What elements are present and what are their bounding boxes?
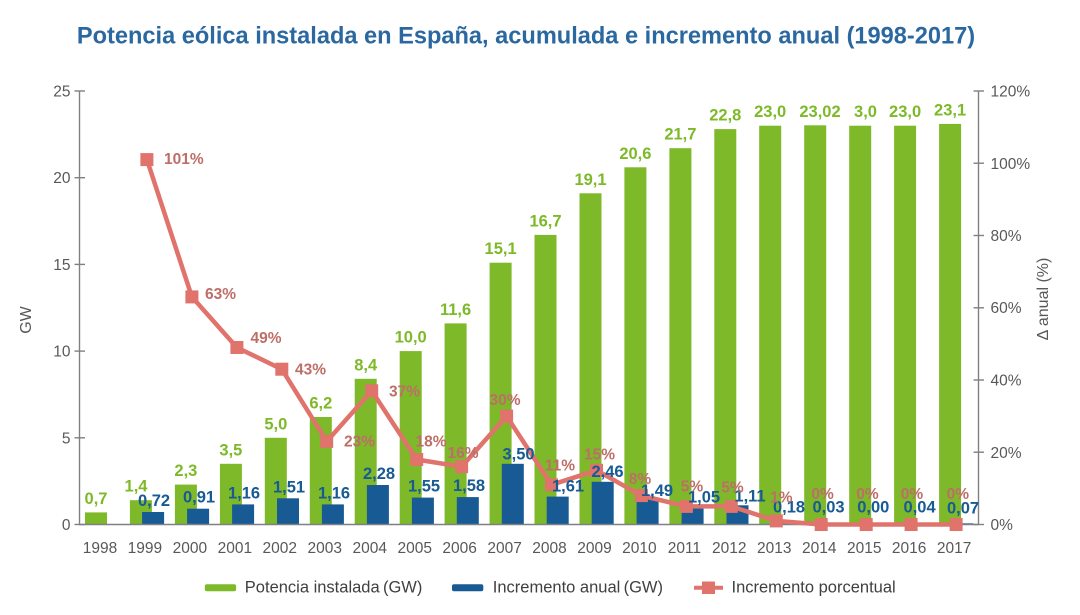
svg-text:0,72: 0,72: [138, 492, 170, 510]
svg-text:8%: 8%: [629, 471, 652, 488]
svg-text:15: 15: [53, 257, 70, 274]
svg-text:10,0: 10,0: [395, 329, 427, 347]
svg-text:37%: 37%: [389, 384, 420, 401]
svg-text:2010: 2010: [622, 540, 657, 557]
svg-text:49%: 49%: [251, 330, 282, 347]
svg-text:1,05: 1,05: [688, 489, 720, 507]
svg-text:23%: 23%: [344, 434, 375, 451]
svg-text:2017: 2017: [937, 540, 971, 557]
svg-text:100%: 100%: [991, 156, 1031, 173]
svg-text:3,0: 3,0: [854, 103, 877, 121]
svg-text:Potencia instalada (GW): Potencia instalada (GW): [245, 578, 423, 596]
svg-text:Incremento porcentual: Incremento porcentual: [732, 578, 896, 596]
svg-text:2016: 2016: [892, 540, 926, 557]
svg-text:23,0: 23,0: [754, 103, 786, 121]
svg-text:1,16: 1,16: [228, 485, 260, 503]
svg-text:1,4: 1,4: [125, 478, 149, 496]
svg-text:40%: 40%: [991, 373, 1022, 390]
svg-text:1%: 1%: [770, 490, 793, 507]
svg-text:80%: 80%: [991, 228, 1022, 245]
svg-text:1,16: 1,16: [318, 485, 350, 503]
svg-text:2002: 2002: [263, 540, 297, 557]
svg-text:23,0: 23,0: [889, 103, 921, 121]
svg-text:2007: 2007: [487, 540, 521, 557]
svg-text:2005: 2005: [397, 540, 431, 557]
svg-text:23,1: 23,1: [934, 101, 966, 119]
svg-text:16,7: 16,7: [529, 212, 561, 230]
svg-text:43%: 43%: [295, 362, 326, 379]
svg-text:15,1: 15,1: [485, 240, 517, 258]
svg-text:8,4: 8,4: [354, 356, 378, 374]
svg-text:23,02: 23,02: [799, 103, 840, 121]
svg-text:0,7: 0,7: [85, 490, 108, 508]
svg-text:120%: 120%: [991, 84, 1031, 101]
svg-text:GW: GW: [18, 305, 35, 333]
svg-text:18%: 18%: [415, 434, 446, 451]
svg-text:5%: 5%: [681, 479, 704, 496]
svg-text:2000: 2000: [173, 540, 208, 557]
svg-text:Potencia eólica instalada en E: Potencia eólica instalada en España, acu…: [77, 24, 975, 50]
svg-text:0%: 0%: [856, 486, 879, 503]
svg-text:20,6: 20,6: [619, 145, 651, 163]
svg-text:0%: 0%: [991, 517, 1014, 534]
svg-text:101%: 101%: [164, 151, 204, 168]
svg-text:2013: 2013: [757, 540, 791, 557]
svg-text:20: 20: [53, 170, 71, 187]
svg-text:2014: 2014: [802, 540, 837, 557]
svg-text:5%: 5%: [721, 480, 744, 497]
svg-text:2003: 2003: [308, 540, 342, 557]
svg-text:2008: 2008: [532, 540, 566, 557]
svg-text:11%: 11%: [545, 458, 575, 475]
svg-text:2,28: 2,28: [363, 465, 395, 483]
svg-text:0,07: 0,07: [947, 500, 979, 518]
svg-text:60%: 60%: [991, 300, 1022, 317]
svg-text:2009: 2009: [577, 540, 611, 557]
svg-text:2015: 2015: [847, 540, 881, 557]
svg-text:2004: 2004: [352, 540, 387, 557]
svg-text:19,1: 19,1: [574, 171, 606, 189]
svg-text:1,58: 1,58: [453, 477, 485, 495]
svg-text:2001: 2001: [218, 540, 252, 557]
svg-text:0%: 0%: [901, 486, 924, 503]
svg-text:0%: 0%: [947, 486, 970, 503]
svg-text:1,55: 1,55: [408, 478, 440, 496]
svg-text:1,49: 1,49: [641, 482, 673, 500]
svg-text:0,00: 0,00: [857, 499, 889, 517]
svg-text:0,18: 0,18: [773, 499, 805, 517]
svg-text:2012: 2012: [712, 540, 746, 557]
svg-text:1998: 1998: [83, 540, 117, 557]
svg-text:1,51: 1,51: [273, 479, 305, 497]
svg-text:22,8: 22,8: [709, 107, 741, 125]
svg-text:2,3: 2,3: [174, 462, 197, 480]
svg-text:1999: 1999: [128, 540, 162, 557]
svg-text:3,5: 3,5: [219, 441, 242, 459]
svg-text:2006: 2006: [442, 540, 476, 557]
svg-text:3,50: 3,50: [502, 446, 534, 464]
svg-text:25: 25: [53, 84, 70, 101]
svg-text:0,04: 0,04: [904, 499, 937, 517]
svg-text:16%: 16%: [447, 445, 478, 462]
svg-text:2,46: 2,46: [591, 463, 623, 481]
svg-text:21,7: 21,7: [664, 126, 696, 144]
svg-text:Δ anual (%): Δ anual (%): [1035, 258, 1052, 341]
svg-text:Incremento anual (GW): Incremento anual (GW): [493, 578, 663, 596]
svg-text:10: 10: [53, 344, 71, 361]
svg-text:5,0: 5,0: [264, 415, 287, 433]
svg-text:0,03: 0,03: [812, 499, 844, 517]
svg-text:1,61: 1,61: [552, 478, 584, 496]
svg-text:20%: 20%: [991, 445, 1022, 462]
svg-text:63%: 63%: [205, 286, 236, 303]
svg-text:30%: 30%: [489, 392, 520, 409]
svg-text:5: 5: [62, 430, 71, 447]
svg-text:6,2: 6,2: [309, 395, 332, 413]
svg-text:0,91: 0,91: [183, 489, 215, 507]
svg-text:0: 0: [62, 517, 71, 534]
svg-text:0%: 0%: [811, 486, 834, 503]
svg-text:1,11: 1,11: [734, 488, 765, 506]
svg-text:2011: 2011: [668, 540, 701, 557]
svg-text:11,6: 11,6: [440, 301, 471, 319]
svg-text:15%: 15%: [584, 447, 615, 464]
